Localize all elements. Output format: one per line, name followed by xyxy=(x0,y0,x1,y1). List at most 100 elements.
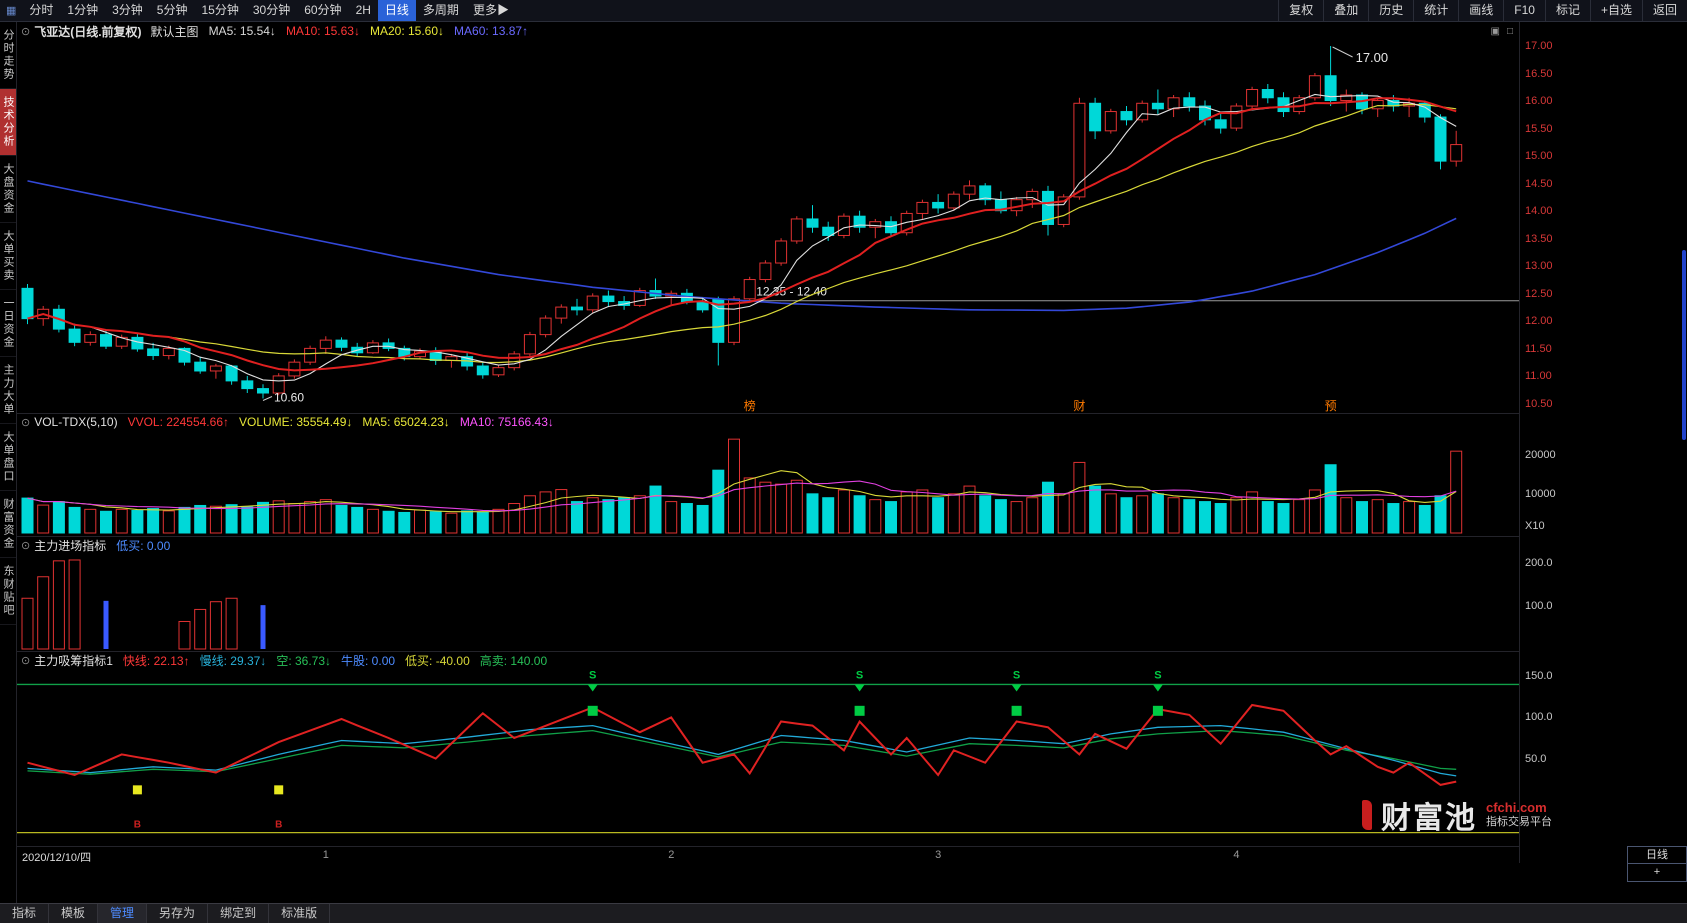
axis-label: 100.0 xyxy=(1525,711,1553,724)
sidebar-item-4[interactable]: 一日资金 xyxy=(0,290,16,357)
event-marker: 预 xyxy=(1325,399,1337,413)
buy-signal-square xyxy=(274,785,284,795)
sidebar-item-5[interactable]: 主力大单 xyxy=(0,357,16,424)
bottom-tab-0[interactable]: 指标 xyxy=(0,904,50,923)
timeframe-item-2[interactable]: 3分钟 xyxy=(112,3,143,17)
sidebar-item-2[interactable]: 大盘资金 xyxy=(0,156,16,223)
tool-button-1[interactable]: 叠加 xyxy=(1323,0,1368,21)
axis-label: 13.00 xyxy=(1525,260,1553,273)
period-label[interactable]: 日线 xyxy=(1628,847,1686,864)
collapse-toggle-icon[interactable]: ⊙ xyxy=(21,539,31,552)
volume-indicator-title: VOL-TDX(5,10) xyxy=(34,415,118,429)
absorb-indicator-chart[interactable]: S S S S B B xyxy=(17,668,1519,846)
sidebar-item-0[interactable]: 分时走势 xyxy=(0,22,16,89)
stock-title: 飞亚达(日线.前复权) xyxy=(34,24,142,39)
collapse-toggle-icon[interactable]: ⊙ xyxy=(21,654,31,667)
timeframe-item-5[interactable]: 30分钟 xyxy=(252,3,291,17)
sell-signal-label: S xyxy=(589,670,596,682)
short-line xyxy=(27,729,1457,775)
split-window-icon[interactable]: ▣ xyxy=(1490,25,1500,37)
bottom-tab-5[interactable]: 标准版 xyxy=(269,904,331,923)
volume-chart[interactable] xyxy=(17,430,1519,535)
volume-legend: VVOL: 224554.66↑ VOLUME: 35554.49↓ MA5: 65… xyxy=(118,415,554,429)
sidebar-item-6[interactable]: 大单盘口 xyxy=(0,424,16,491)
axis-label: 50.0 xyxy=(1525,752,1547,765)
tool-button-2[interactable]: 历史 xyxy=(1368,0,1413,21)
legend-value-1: VOLUME: 35554.49↓ xyxy=(239,415,353,429)
axis-label: 12.00 xyxy=(1525,315,1553,328)
bottom-tab-4[interactable]: 绑定到 xyxy=(208,904,270,923)
collapse-toggle-icon[interactable]: ⊙ xyxy=(21,25,31,38)
axis-label: 20000 xyxy=(1525,449,1556,462)
axis-label: 14.00 xyxy=(1525,205,1553,218)
bottom-tab-2[interactable]: 管理 xyxy=(98,904,148,923)
timeframe-item-9[interactable]: 多周期 xyxy=(422,3,459,17)
right-price-axis: 17.00 16.50 16.00 15.50 15.00 14.50 14.00 13.50… xyxy=(1519,22,1687,863)
x-axis-tick: 4 xyxy=(1233,849,1240,861)
event-marker: 榜 xyxy=(744,398,756,413)
absorb-legend: 快线: 22.13↑ 慢线: 29.37↓ 空: 36.73↓ 牛股: 0.00 低买:… xyxy=(113,652,547,669)
sidebar-item-3[interactable]: 大单买卖 xyxy=(0,223,16,290)
axis-label: X10 xyxy=(1525,520,1545,532)
timeframe-item-0[interactable]: 分时 xyxy=(29,3,54,17)
tool-button-7[interactable]: +自选 xyxy=(1589,0,1642,21)
top-toolbar: ▦ 分时 1分钟 3分钟 5分钟 15分钟 30分钟 60分钟 2H 日线 多周期 更多▶ 复权 叠加 历史… xyxy=(0,0,1687,22)
sell-signal-label: S xyxy=(1154,670,1161,682)
axis-label: 16.50 xyxy=(1525,67,1553,80)
tool-button-8[interactable]: 返回 xyxy=(1641,0,1687,21)
volume-panel-header: ⊙ VOL-TDX(5,10) VVOL: 224554.66↑ VOLUME: … xyxy=(17,413,1519,430)
ma-legend: MA5: 15.54↓ MA10: 15.63↓ MA20: 15.60↓ MA60:… xyxy=(199,24,529,38)
app-menu-icon[interactable]: ▦ xyxy=(6,5,17,17)
slow-line xyxy=(27,724,1457,777)
tool-button-5[interactable]: F10 xyxy=(1503,0,1545,21)
period-selector: 日线 + xyxy=(1627,846,1687,882)
sidebar-item-1[interactable]: 技术分析 xyxy=(0,89,16,156)
sidebar-item-8[interactable]: 东财贴吧 xyxy=(0,558,16,625)
legend-value-0: MA5: 15.54↓ xyxy=(208,24,276,38)
watermark-tagline: 指标交易平台 xyxy=(1486,816,1552,828)
timeframe-item-1[interactable]: 1分钟 xyxy=(67,3,99,17)
entry-legend: 低买: 0.00 xyxy=(106,537,170,554)
main-chart-header: ⊙ 飞亚达(日线.前复权) 默认主图 MA5: 15.54↓ MA10: 15.6… xyxy=(17,22,1519,40)
sell-signal-square xyxy=(1011,705,1022,716)
bottom-tab-1[interactable]: 模板 xyxy=(49,904,99,923)
timeframe-item-4[interactable]: 15分钟 xyxy=(201,3,239,17)
maximize-window-icon[interactable]: □ xyxy=(1506,25,1513,37)
panel-icons: ▣ □ xyxy=(1491,26,1514,37)
legend-value-5: 高卖: 140.00 xyxy=(479,653,548,668)
axis-label: 10000 xyxy=(1525,488,1556,501)
tool-button-6[interactable]: 标记 xyxy=(1544,0,1590,21)
legend-value-4: 低买: -40.00 xyxy=(405,653,470,668)
tool-button-4[interactable]: 画线 xyxy=(1458,0,1503,21)
legend-value-1: 慢线: 29.37↓ xyxy=(199,653,267,668)
legend-value-0: 快线: 22.13↑ xyxy=(122,653,190,668)
buy-signal-label: B xyxy=(134,819,141,830)
left-sidebar: 分时走势 技术分析 大盘资金 大单买卖 一日资金 主力大单 大单盘口 财富资金 东财贴吧 xyxy=(0,22,17,903)
legend-value-0: VVOL: 224554.66↑ xyxy=(127,415,229,429)
entry-indicator-chart[interactable] xyxy=(17,553,1519,651)
tool-button-3[interactable]: 统计 xyxy=(1413,0,1458,21)
absorb-panel-header: ⊙ 主力吸筹指标1 快线: 22.13↑ 慢线: 29.37↓ 空: 36.73↓ 牛… xyxy=(17,651,1519,668)
entry-panel-header: ⊙ 主力进场指标 低买: 0.00 xyxy=(17,536,1519,553)
timeframe-item-3[interactable]: 5分钟 xyxy=(156,3,188,17)
period-expand-button[interactable]: + xyxy=(1653,866,1661,878)
axis-label: 150.0 xyxy=(1525,670,1553,683)
legend-value-2: MA5: 65024.23↓ xyxy=(362,415,450,429)
timeframe-item-8[interactable]: 日线 xyxy=(377,0,416,21)
layout-label[interactable]: 默认主图 xyxy=(150,24,199,39)
bottom-toolbar: 指标 模板 管理 另存为 绑定到 标准版 xyxy=(0,903,1687,923)
main-candlestick-chart[interactable]: 12.35 - 12.4017.0010.60榜财预 xyxy=(17,40,1519,413)
collapse-toggle-icon[interactable]: ⊙ xyxy=(21,416,31,429)
sidebar-item-7[interactable]: 财富资金 xyxy=(0,491,16,558)
vertical-scrollbar-thumb[interactable] xyxy=(1682,250,1686,440)
svg-text:17.00: 17.00 xyxy=(1356,50,1389,65)
timeframe-item-10[interactable]: 更多▶ xyxy=(472,3,509,17)
x-axis-tick: 1 xyxy=(322,849,329,861)
timeframe-item-6[interactable]: 60分钟 xyxy=(304,3,342,17)
toolbar-right-group: 复权 叠加 历史 统计 画线 F10 标记 +自选 返回 xyxy=(1278,0,1687,21)
bottom-tab-3[interactable]: 另存为 xyxy=(147,904,209,923)
tool-button-0[interactable]: 复权 xyxy=(1278,0,1323,21)
legend-value-2: MA20: 15.60↓ xyxy=(369,24,445,38)
timeframe-item-7[interactable]: 2H xyxy=(355,3,371,17)
